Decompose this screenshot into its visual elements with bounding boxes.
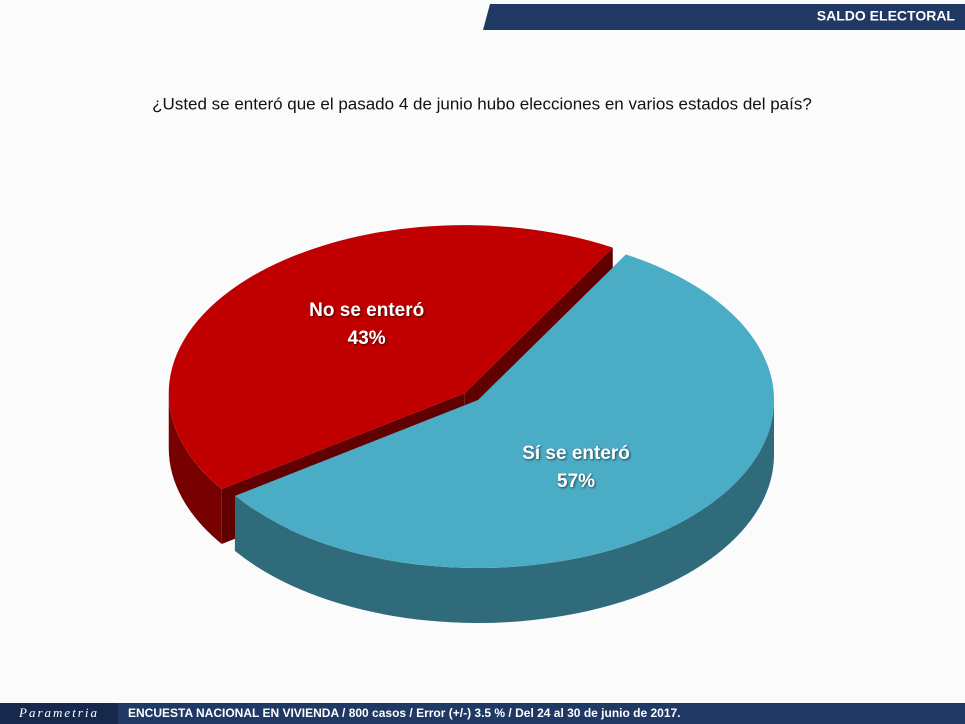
slice-value-label: 57% [557,471,595,492]
header-bar [483,4,965,30]
footer-bar [0,703,965,724]
slice-side [234,400,775,623]
logo-box [0,703,118,724]
slice-side [168,393,222,544]
slice-label: No se enteró [309,300,424,321]
slice [234,254,775,568]
slice-label: Sí se enteró [522,443,630,464]
pie: Sí se enteró 57% No se enteró 43% [168,225,775,623]
header-title: SALDO ELECTORAL [817,8,956,24]
slice-value-label: 43% [348,328,386,349]
slice [168,225,613,489]
chart-title: ¿Usted se enteró que el pasado 4 de juni… [152,94,812,113]
logo: Parametria [18,705,99,720]
footer-note: ENCUESTA NACIONAL EN VIVIENDA / 800 caso… [128,706,681,720]
